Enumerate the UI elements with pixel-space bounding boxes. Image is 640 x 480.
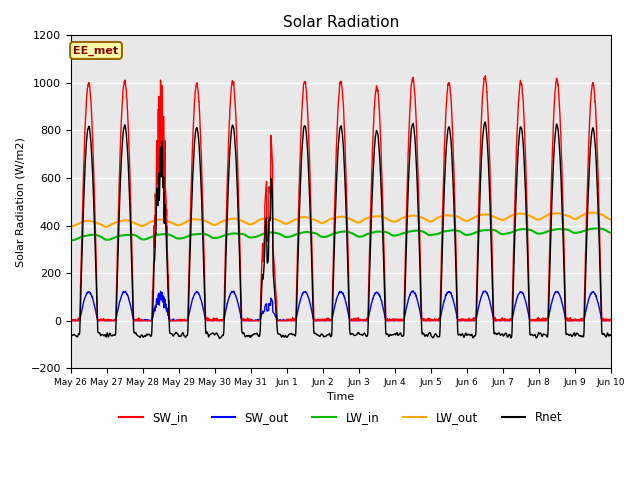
LW_in [574, 229, 582, 235]
Rnet [481, 119, 489, 125]
Line: SW_out: SW_out [71, 291, 611, 321]
SW_in [481, 73, 489, 79]
LW_out [498, 217, 506, 223]
LW_in [356, 234, 364, 240]
LW_out [559, 212, 567, 217]
SW_in [67, 315, 75, 321]
LW_in [594, 226, 602, 231]
SW_out [356, 318, 364, 324]
Line: Rnet: Rnet [71, 122, 611, 338]
LW_in [218, 234, 225, 240]
Legend: SW_in, SW_out, LW_in, LW_out, Rnet: SW_in, SW_out, LW_in, LW_out, Rnet [115, 407, 567, 429]
SW_in [575, 318, 582, 324]
SW_in [559, 221, 567, 227]
SW_out [67, 317, 75, 323]
Text: EE_met: EE_met [74, 45, 118, 56]
Rnet [559, 248, 567, 253]
LW_in [68, 237, 76, 243]
SW_in [356, 317, 364, 323]
SW_in [368, 159, 376, 165]
SW_in [218, 318, 225, 324]
Rnet [67, 333, 75, 338]
SW_out [575, 318, 582, 324]
SW_out [218, 317, 225, 323]
LW_in [607, 229, 614, 235]
LW_in [368, 230, 376, 236]
SW_out [607, 317, 614, 323]
Line: SW_in: SW_in [71, 76, 611, 321]
Rnet [216, 336, 223, 341]
Rnet [607, 333, 614, 338]
SW_out [368, 299, 376, 304]
SW_out [410, 288, 417, 294]
Title: Solar Radiation: Solar Radiation [283, 15, 399, 30]
LW_out [368, 214, 376, 220]
LW_out [218, 219, 225, 225]
LW_out [67, 224, 75, 229]
Line: LW_out: LW_out [71, 213, 611, 227]
LW_in [67, 237, 75, 243]
Y-axis label: Solar Radiation (W/m2): Solar Radiation (W/m2) [15, 137, 25, 267]
SW_in [607, 317, 614, 323]
SW_out [498, 318, 506, 324]
Rnet [368, 193, 376, 199]
SW_out [68, 318, 76, 324]
SW_in [68, 318, 76, 324]
LW_in [559, 227, 567, 232]
SW_in [498, 317, 506, 323]
LW_out [607, 216, 614, 222]
LW_out [574, 215, 582, 221]
Rnet [575, 332, 582, 337]
LW_out [588, 210, 595, 216]
LW_in [498, 231, 506, 237]
SW_out [559, 306, 567, 312]
Rnet [218, 334, 225, 340]
Rnet [356, 331, 364, 337]
X-axis label: Time: Time [327, 393, 355, 402]
LW_out [356, 219, 364, 225]
Rnet [498, 331, 506, 337]
Line: LW_in: LW_in [71, 228, 611, 240]
LW_out [102, 224, 110, 230]
